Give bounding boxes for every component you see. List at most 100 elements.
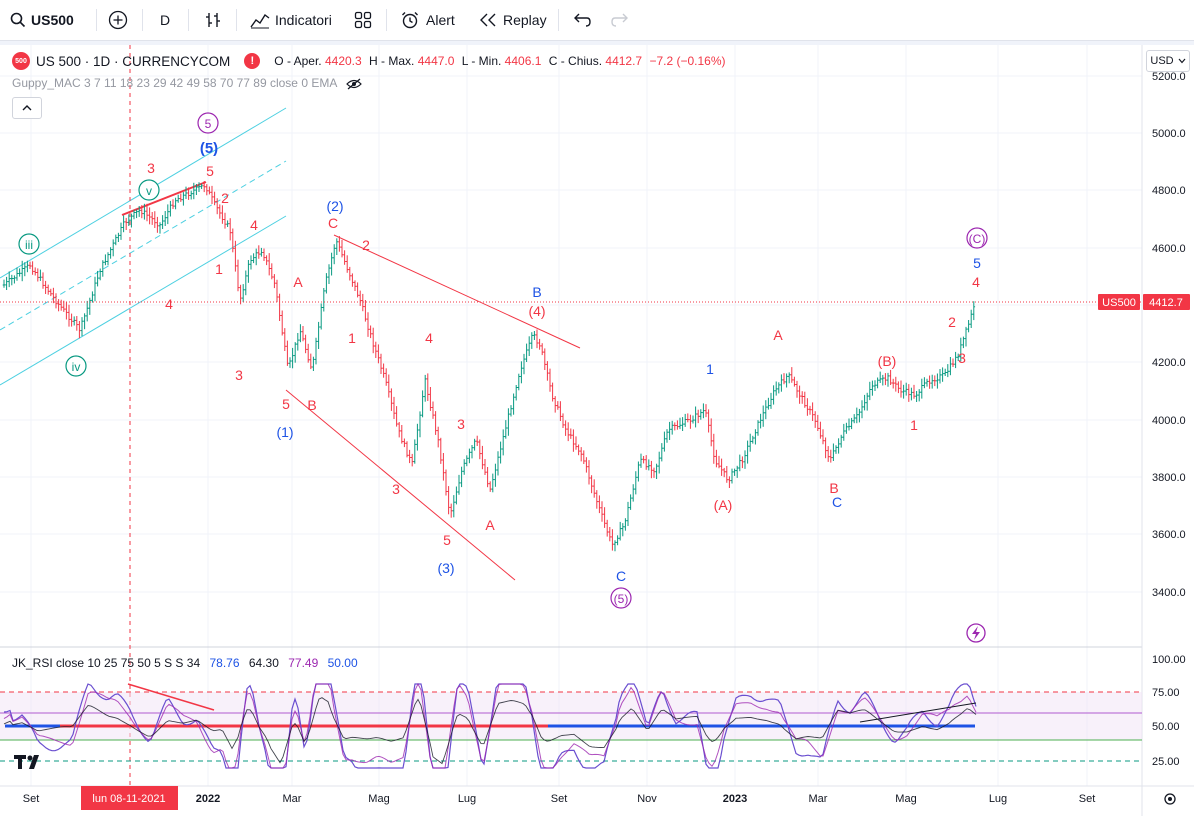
price-bar bbox=[447, 486, 450, 515]
price-bar bbox=[470, 445, 474, 459]
price-bar bbox=[845, 422, 848, 434]
time-axis-label: Lug bbox=[989, 793, 1007, 805]
alert-button[interactable]: Alert bbox=[400, 0, 455, 40]
price-bar bbox=[681, 417, 684, 431]
price-bar bbox=[621, 523, 625, 537]
templates-button[interactable] bbox=[354, 0, 372, 40]
collapse-legend-button[interactable] bbox=[12, 97, 42, 119]
price-bar bbox=[949, 357, 952, 376]
price-bars bbox=[2, 181, 976, 552]
rsi-pane bbox=[0, 682, 1142, 769]
eye-hidden-icon[interactable] bbox=[346, 78, 362, 90]
price-bar bbox=[637, 461, 640, 482]
wave-label: 3 bbox=[958, 350, 966, 366]
price-bar bbox=[70, 313, 73, 327]
price-bar bbox=[421, 390, 424, 418]
price-bar bbox=[239, 284, 242, 305]
toolbar-gap bbox=[0, 41, 1194, 45]
alert-badge-icon[interactable]: ! bbox=[244, 53, 261, 69]
price-bar bbox=[592, 479, 596, 498]
price-bar bbox=[795, 380, 799, 398]
price-bar bbox=[761, 405, 765, 427]
flash-icon[interactable] bbox=[966, 623, 986, 643]
price-bar bbox=[704, 404, 708, 418]
gear-icon[interactable] bbox=[1164, 793, 1176, 805]
svg-text:3: 3 bbox=[958, 350, 966, 366]
price-bar bbox=[444, 469, 448, 496]
price-bar bbox=[163, 211, 167, 226]
price-bar bbox=[182, 192, 185, 206]
price-bar bbox=[31, 261, 34, 275]
indicators-button[interactable]: Indicatori bbox=[250, 0, 332, 40]
price-bar bbox=[304, 334, 307, 354]
wave-label: 3 bbox=[392, 481, 400, 497]
price-bar bbox=[452, 495, 456, 518]
price-bar bbox=[787, 372, 791, 384]
price-axis[interactable]: 5200.05000.04800.04600.04400.04200.04000… bbox=[1152, 71, 1186, 599]
price-bar bbox=[624, 518, 627, 531]
price-bar bbox=[595, 490, 599, 509]
time-axis-label: Mar bbox=[283, 793, 302, 805]
price-bar bbox=[7, 271, 11, 288]
price-bar bbox=[283, 328, 287, 351]
price-bar bbox=[80, 317, 84, 337]
price-bar bbox=[720, 458, 723, 476]
price-bar bbox=[260, 247, 263, 257]
price-bar bbox=[46, 284, 50, 295]
wave-label: 4 bbox=[425, 330, 433, 346]
undo-button[interactable] bbox=[572, 0, 592, 40]
svg-text:(3): (3) bbox=[437, 560, 454, 576]
guppy-indicator-label: Guppy_MAC 3 7 11 18 23 29 42 49 58 70 77… bbox=[12, 76, 337, 90]
chart-style-button[interactable] bbox=[204, 0, 222, 40]
price-bar bbox=[325, 273, 328, 294]
price-bar bbox=[314, 337, 318, 365]
chart-title[interactable]: US 500 · 1D · CURRENCYCOM bbox=[36, 53, 231, 69]
symbol-search[interactable]: US500 bbox=[10, 0, 74, 40]
price-bar bbox=[405, 441, 409, 458]
price-bar bbox=[41, 272, 45, 289]
toolbar-divider bbox=[558, 9, 559, 31]
price-bar bbox=[176, 194, 180, 203]
change-value: −7.2 (−0.16%) bbox=[649, 54, 726, 68]
price-bar bbox=[244, 270, 248, 296]
svg-text:(5): (5) bbox=[614, 592, 629, 606]
price-bar bbox=[254, 248, 258, 266]
price-bar bbox=[161, 215, 164, 229]
compare-button[interactable] bbox=[108, 0, 128, 40]
svg-text:A: A bbox=[485, 517, 495, 533]
price-bar bbox=[231, 228, 235, 253]
price-bar bbox=[663, 431, 666, 452]
wave-label: (1) bbox=[276, 424, 293, 440]
chevron-down-icon bbox=[1178, 58, 1186, 64]
price-bar bbox=[504, 420, 508, 439]
wave-label: B bbox=[829, 480, 838, 496]
rsi-axis[interactable]: 100.00 75.00 50.00 25.00 bbox=[1152, 654, 1186, 768]
price-axis-label: 4800.0 bbox=[1152, 185, 1186, 197]
svg-text:5: 5 bbox=[443, 532, 451, 548]
price-bar bbox=[351, 273, 354, 287]
svg-text:C: C bbox=[832, 494, 842, 510]
guppy-indicator-legend[interactable]: Guppy_MAC 3 7 11 18 23 29 42 49 58 70 77… bbox=[12, 76, 362, 90]
price-bar bbox=[205, 184, 209, 196]
redo-button[interactable] bbox=[610, 0, 630, 40]
price-bar bbox=[106, 252, 110, 266]
price-bar bbox=[109, 247, 112, 259]
currency-select[interactable]: USD bbox=[1146, 50, 1190, 72]
price-bar bbox=[910, 387, 913, 401]
interval-button[interactable]: D bbox=[160, 0, 170, 40]
price-bar bbox=[819, 421, 822, 439]
price-bar bbox=[449, 503, 453, 518]
price-bar bbox=[559, 401, 562, 421]
time-axis[interactable]: Set 2022 Mar Mag Lug Set Nov 2023 Mar Mag Lug Set bbox=[23, 793, 1096, 805]
tradingview-logo bbox=[14, 753, 46, 776]
price-bar bbox=[137, 206, 141, 217]
price-bar bbox=[647, 459, 651, 471]
rsi-indicator-legend[interactable]: JK_RSI close 10 25 75 50 5 S S 34 78.76 … bbox=[12, 656, 358, 670]
wave-label: A bbox=[773, 327, 783, 343]
replay-button[interactable]: Replay bbox=[478, 0, 547, 40]
price-bar bbox=[709, 418, 713, 447]
rsi-line bbox=[3, 682, 977, 769]
price-bar bbox=[598, 495, 601, 514]
chart-grid bbox=[0, 45, 1142, 786]
